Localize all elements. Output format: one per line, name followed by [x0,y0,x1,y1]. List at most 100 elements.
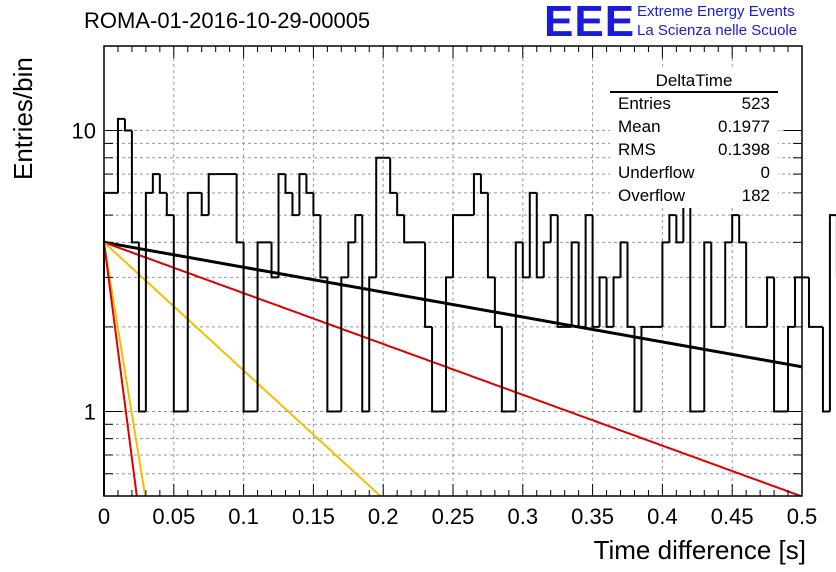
histogram-bin [340,276,349,412]
histogram-bin [479,174,488,194]
histogram-bin [158,174,167,194]
fit-curve-2 [103,241,802,497]
stats-key: RMS [618,140,656,159]
histogram-bin [186,191,195,412]
histogram-bin [766,276,775,327]
histogram-bin [514,241,523,412]
histogram-bin [389,157,398,194]
histogram-bin [689,192,698,413]
x-tick-label: 0.5 [787,504,818,529]
x-tick-label: 0.1 [228,504,259,529]
histogram-bin [738,215,747,244]
stats-key: Overflow [618,186,686,205]
histogram-bin [445,276,453,412]
x-tick-label: 0.3 [508,504,539,529]
histogram-bin [368,276,377,412]
histogram-bin [256,241,265,412]
histogram-bin [787,325,796,412]
histogram-bin [319,215,328,279]
histogram-bin [619,241,628,278]
histogram-bin [724,241,733,327]
histogram-bin [305,174,314,194]
stats-row-rms: RMS 0.1398 [618,138,770,161]
histogram-bin [486,192,495,279]
histogram-bin [424,242,433,328]
histogram-bin [396,192,405,217]
chart-title: ROMA-01-2016-10-29-00005 [84,8,371,33]
x-tick-label: 0.45 [711,504,754,529]
histogram-bin [326,277,335,413]
histogram-bin [200,192,209,217]
histogram-bin [570,241,579,327]
x-tick-label: 0.25 [432,504,475,529]
axis-ticks: 0 0.05 0.1 0.15 0.2 0.25 0.3 0.35 0.4 0.45 0.5 1 10 [72,45,818,529]
histogram-bin [821,326,830,413]
histogram-bin [710,242,719,328]
histogram-bin [270,242,279,279]
histogram-bin [584,214,593,327]
histogram-bin [116,117,125,193]
histogram-bin [472,173,481,216]
histogram-bin [661,241,670,327]
histogram-bin [828,214,836,412]
stats-row-overflow: Overflow 182 [618,184,770,207]
fit-curve-4 [103,242,147,497]
histogram-bin [535,192,544,279]
histogram-bin [103,191,111,496]
histogram-bin [640,325,649,412]
histogram-bin [137,242,146,413]
stats-row-underflow: Underflow 0 [618,161,770,184]
histogram-bin [605,277,614,328]
histogram-bin [598,276,607,327]
histogram-bin [165,192,174,217]
x-tick-label: 0 [98,504,110,529]
histogram-bin [151,173,160,193]
histogram-bin [284,174,293,194]
histogram-bin [242,242,251,413]
logo-text-line1: Extreme Energy Events [637,3,795,20]
histogram-bin [807,277,816,328]
histogram-bin [703,241,712,412]
y-tick-label: 10 [72,119,96,144]
stats-row-entries: Entries 523 [618,92,770,115]
histogram-bin [347,241,356,278]
fit-curve-1 [103,240,803,369]
histogram-bin [626,242,635,328]
histogram-bin [235,174,244,244]
histogram-bin [675,215,684,244]
histogram-bin [633,326,642,413]
histogram-bin [277,173,286,278]
histogram-bin [500,326,509,413]
histogram-bin [403,215,412,244]
stats-value: 0 [760,163,770,182]
histogram-bin [361,215,370,413]
logo-text-line2: La Scienza nelle Scuole [637,22,798,39]
stats-row-mean: Mean 0.1977 [618,115,770,138]
histogram-bin [794,276,802,327]
histogram-bin [452,214,460,278]
histogram-bin [291,192,300,217]
histogram-bin [612,276,621,327]
x-tick-label: 0.35 [571,504,614,529]
histogram-bin [123,118,132,132]
histogram-bin [144,191,153,412]
histogram-bin [528,191,537,278]
stats-key: Entries [618,94,671,113]
stats-value: 182 [741,186,770,205]
histogram-bin [298,173,307,216]
x-tick-label: 0.2 [368,504,399,529]
histogram-bin [312,192,321,217]
x-tick-label: 0.4 [647,504,678,529]
histogram-bin [521,242,530,279]
histogram-bin [542,241,551,278]
histogram-bin [493,277,502,328]
eee-logo: EEE [544,0,636,46]
stats-box: DeltaTime Entries 523 Mean 0.1977 RMS 0.… [610,70,778,208]
histogram-bin [577,242,586,328]
histogram-bin [668,214,677,243]
stats-value: 523 [741,94,770,113]
histogram-bin [172,215,181,413]
histogram-bin [591,215,600,328]
x-tick-label: 0.05 [152,504,195,529]
